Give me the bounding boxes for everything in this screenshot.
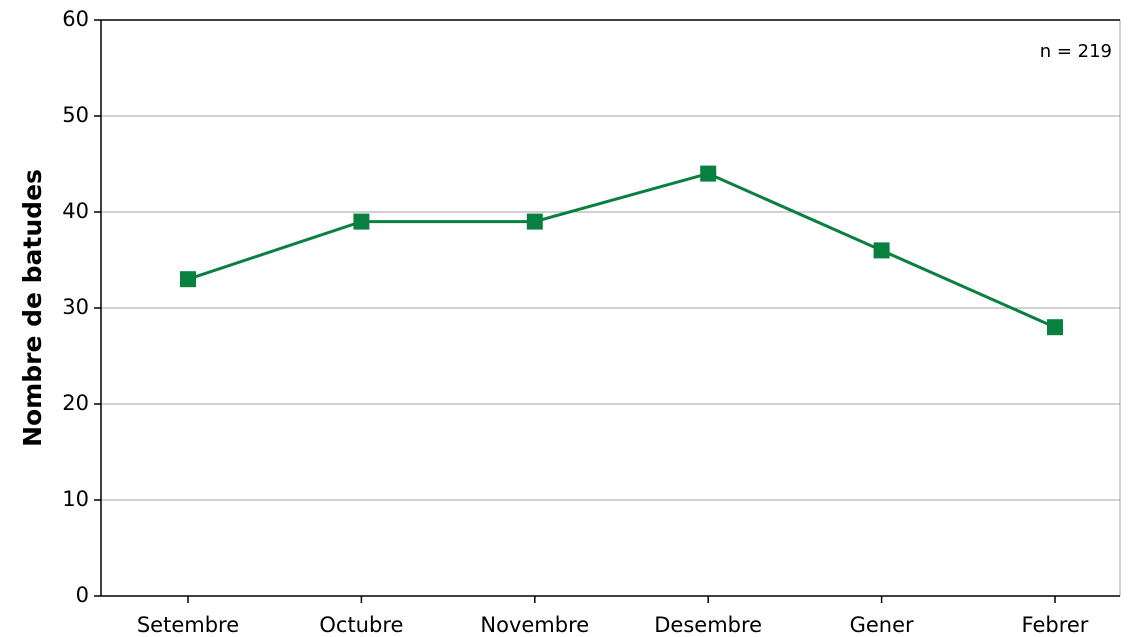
x-tick-label: Setembre — [137, 613, 239, 637]
y-tick-label: 40 — [62, 199, 89, 223]
marker — [873, 242, 890, 259]
y-tick-label: 30 — [62, 295, 89, 319]
x-tick-label: Novembre — [480, 613, 589, 637]
y-tick-label: 60 — [62, 7, 89, 31]
y-tick-label: 10 — [62, 487, 89, 511]
marker — [180, 271, 196, 288]
x-tick-label: Gener — [850, 613, 914, 637]
line — [187, 172, 1056, 329]
x-tick-label: Desembre — [654, 613, 762, 637]
marker — [526, 213, 543, 230]
marker — [700, 165, 717, 182]
marker — [353, 213, 370, 230]
x-tick-label: Febrer — [1022, 613, 1089, 637]
y-tick-label: 50 — [62, 103, 89, 127]
marker — [1047, 319, 1063, 336]
y-tick-label: 0 — [76, 583, 89, 607]
y-axis-label: Nombre de batudes — [18, 169, 47, 447]
x-tick-label: Octubre — [319, 613, 403, 637]
y-tick-label: 20 — [62, 391, 89, 415]
annotation: n = 219 — [1040, 41, 1112, 62]
